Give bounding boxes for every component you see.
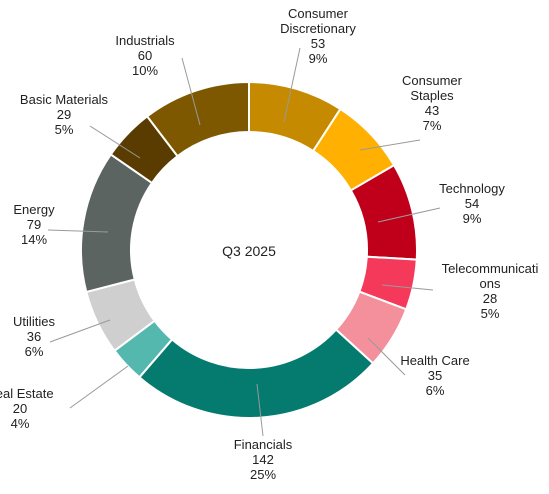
label-consumer-staples: Consumer Staples 43 7%	[402, 73, 463, 133]
leader-line-energy	[47, 229, 109, 233]
leader-line-basic-materials	[89, 125, 141, 159]
leader-lines	[47, 47, 441, 437]
label-text: Basic Materials	[20, 92, 109, 107]
label-text: Financials	[234, 437, 293, 452]
label-text: Discretionary	[280, 21, 356, 36]
percent-label: 5%	[55, 122, 74, 137]
label-energy: Energy 79 14%	[13, 202, 55, 247]
leader-line-industrials	[181, 57, 201, 126]
leader-line-utilities	[49, 319, 111, 343]
label-text: Health Care	[400, 353, 469, 368]
value-label: 28	[483, 291, 497, 306]
value-label: 54	[465, 196, 479, 211]
label-text: Real Estate	[0, 386, 54, 401]
leader-line-health-care	[367, 337, 406, 376]
slice-financials	[137, 328, 375, 419]
value-label: 36	[27, 329, 41, 344]
label-text: Consumer	[402, 73, 463, 88]
leader-line-financials	[256, 383, 264, 437]
label-text: Technology	[439, 181, 505, 196]
label-text: ons	[480, 276, 501, 291]
label-text: Consumer	[288, 6, 349, 21]
value-label: 35	[428, 368, 442, 383]
label-telecommunicati-ons: Telecommunicati ons 28 5%	[442, 261, 539, 321]
leader-line-real-estate	[69, 365, 129, 409]
value-label: 43	[425, 103, 439, 118]
percent-label: 6%	[25, 344, 44, 359]
label-text: Energy	[13, 202, 55, 217]
center-label: Q3 2025	[222, 243, 276, 259]
percent-label: 9%	[463, 211, 482, 226]
value-label: 60	[138, 48, 152, 63]
percent-label: 25%	[250, 467, 276, 482]
leader-line-telecommunicati-ons	[381, 284, 434, 291]
leader-line-consumer-staples	[359, 139, 421, 151]
slice-labels: Consumer Discretionary 53 9%Consumer Staples…	[0, 6, 539, 482]
label-financials: Financials 142 25%	[234, 437, 293, 482]
label-health-care: Health Care 35 6%	[400, 353, 469, 398]
label-text: Industrials	[115, 33, 175, 48]
leader-line-consumer-discretionary	[283, 47, 301, 123]
value-label: 79	[27, 217, 41, 232]
label-utilities: Utilities 36 6%	[13, 314, 55, 359]
label-basic-materials: Basic Materials 29 5%	[20, 92, 109, 137]
label-text: Telecommunicati	[442, 261, 539, 276]
percent-label: 6%	[426, 383, 445, 398]
percent-label: 4%	[11, 416, 30, 431]
value-label: 29	[57, 107, 71, 122]
label-text: Staples	[410, 88, 454, 103]
leader-line-technology	[377, 207, 441, 223]
percent-label: 5%	[481, 306, 500, 321]
label-text: Utilities	[13, 314, 55, 329]
value-label: 20	[13, 401, 27, 416]
value-label: 53	[311, 36, 325, 51]
percent-label: 10%	[132, 63, 158, 78]
label-industrials: Industrials 60 10%	[115, 33, 175, 78]
percent-label: 9%	[309, 51, 328, 66]
donut-slices	[80, 80, 418, 419]
label-consumer-discretionary: Consumer Discretionary 53 9%	[280, 6, 356, 66]
value-label: 142	[252, 452, 274, 467]
percent-label: 7%	[423, 118, 442, 133]
label-technology: Technology 54 9%	[439, 181, 505, 226]
percent-label: 14%	[21, 232, 47, 247]
